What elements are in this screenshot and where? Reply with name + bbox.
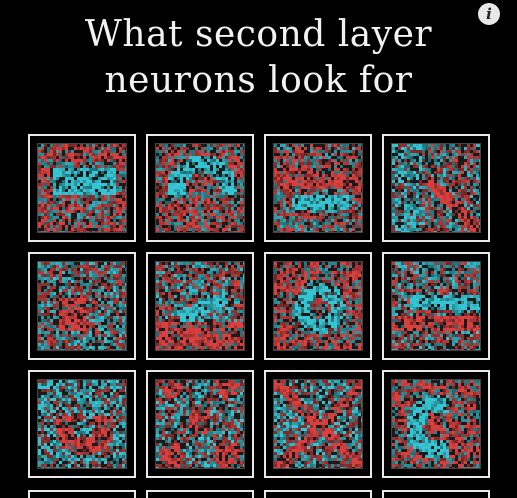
weight-pixels (155, 143, 245, 233)
page-title: What second layer neurons look for (0, 12, 517, 104)
neuron-weight-image (264, 370, 372, 478)
neuron-weight-image (264, 134, 372, 242)
weight-pixels (273, 261, 363, 351)
neuron-weight-image (28, 370, 136, 478)
weight-pixels (155, 379, 245, 469)
weight-heatmap (38, 262, 126, 350)
weight-heatmap (156, 262, 244, 350)
weight-pixels (37, 143, 127, 233)
title-line-2: neurons look for (104, 60, 413, 101)
weight-heatmap (274, 144, 362, 232)
weight-heatmap (38, 144, 126, 232)
weight-heatmap (274, 380, 362, 468)
weight-pixels (391, 143, 481, 233)
weight-pixels (273, 143, 363, 233)
weight-pixels (391, 379, 481, 469)
neuron-weight-image (28, 252, 136, 360)
weight-heatmap (38, 380, 126, 468)
title-line-1: What second layer (84, 14, 433, 55)
neuron-weight-image (146, 134, 254, 242)
weight-pixels (37, 379, 127, 469)
weight-pixels (37, 261, 127, 351)
neuron-weight-image (382, 252, 490, 360)
weight-heatmap (392, 262, 480, 350)
neuron-weight-image (28, 134, 136, 242)
neuron-weight-image (146, 370, 254, 478)
neuron-weight-image-cutoff (146, 490, 254, 498)
weight-heatmap (392, 380, 480, 468)
weight-heatmap (274, 262, 362, 350)
neuron-weight-image-cutoff (382, 490, 490, 498)
neuron-weight-image (382, 370, 490, 478)
weight-heatmap (156, 380, 244, 468)
weight-pixels (391, 261, 481, 351)
neuron-weight-image (382, 134, 490, 242)
neuron-weight-image (264, 252, 372, 360)
neuron-weight-image (146, 252, 254, 360)
weight-heatmap (156, 144, 244, 232)
weight-pixels (273, 379, 363, 469)
weight-heatmap (392, 144, 480, 232)
neuron-weight-grid (28, 134, 504, 498)
weight-pixels (155, 261, 245, 351)
neuron-weight-image-cutoff (28, 490, 136, 498)
info-icon[interactable]: i (478, 3, 500, 25)
neuron-weight-image-cutoff (264, 490, 372, 498)
